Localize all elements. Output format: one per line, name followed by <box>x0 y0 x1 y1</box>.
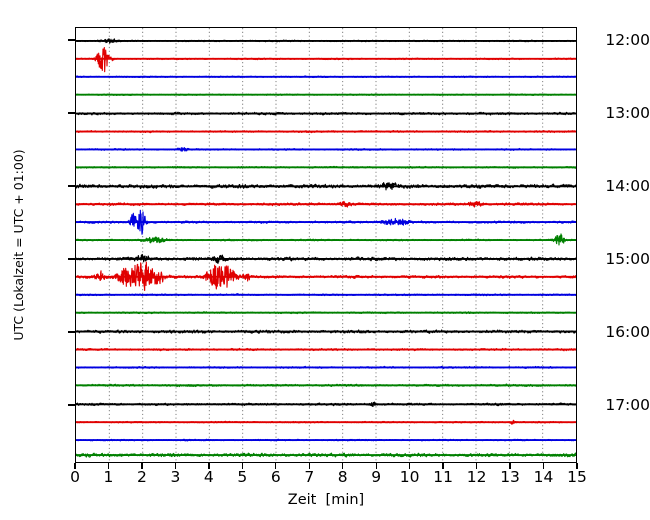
seismic-traces <box>76 38 576 458</box>
plot-area[interactable] <box>75 27 577 463</box>
x-tick-label-8: 8 <box>337 468 348 486</box>
trace-1230 <box>76 75 576 79</box>
x-tick-label-11: 11 <box>433 468 453 486</box>
trace-1630 <box>76 365 576 369</box>
x-tick-label-4: 4 <box>203 468 214 486</box>
trace-1545 <box>76 311 576 315</box>
x-tick-mark-0 <box>74 463 76 469</box>
x-tick-label-2: 2 <box>136 468 147 486</box>
trace-1215 <box>76 46 576 73</box>
x-tick-mark-4 <box>208 463 210 469</box>
y-tick-label-1600: 16:00 <box>605 323 650 341</box>
trace-1400 <box>76 182 576 191</box>
y-tick-label-1300: 13:00 <box>605 104 650 122</box>
x-tick-label-6: 6 <box>270 468 281 486</box>
trace-1345 <box>76 165 576 169</box>
trace-1430 <box>76 209 576 235</box>
trace-1415 <box>76 200 576 208</box>
x-tick-mark-8 <box>342 463 344 469</box>
x-tick-label-3: 3 <box>170 468 181 486</box>
trace-1515 <box>76 261 576 292</box>
trace-1300 <box>76 111 576 116</box>
x-tick-label-9: 9 <box>371 468 382 486</box>
trace-1745 <box>76 452 576 458</box>
x-tick-mark-5 <box>241 463 243 469</box>
x-tick-mark-7 <box>308 463 310 469</box>
x-tick-label-15: 15 <box>567 468 587 486</box>
trace-1615 <box>76 347 576 352</box>
y-tick-mark-1400 <box>68 185 75 187</box>
x-tick-mark-14 <box>542 463 545 469</box>
trace-1600 <box>76 329 576 334</box>
x-tick-label-14: 14 <box>533 468 554 486</box>
x-tick-mark-1 <box>107 463 110 469</box>
x-tick-label-0: 0 <box>70 468 80 486</box>
y-tick-mark-1700 <box>68 404 75 406</box>
trace-1500 <box>76 253 576 264</box>
x-axis-label: Zeit [min] <box>75 492 577 508</box>
y-tick-mark-1300 <box>68 112 75 114</box>
grid-lines <box>108 28 544 462</box>
y-tick-label-1500: 15:00 <box>605 250 650 268</box>
y-tick-label-1400: 14:00 <box>605 177 650 195</box>
trace-1645 <box>76 383 576 388</box>
x-tick-label-13: 13 <box>500 468 520 486</box>
x-tick-label-7: 7 <box>304 468 315 486</box>
x-axis-label-text: Zeit [min] <box>287 492 365 508</box>
x-tick-label-1: 1 <box>103 468 114 486</box>
x-tick-mark-6 <box>275 463 277 469</box>
trace-1730 <box>76 438 576 442</box>
y-tick-label-1200: 12:00 <box>605 31 650 49</box>
x-tick-label-5: 5 <box>237 468 248 486</box>
x-tick-mark-2 <box>141 463 143 469</box>
trace-1530 <box>76 293 576 297</box>
x-tick-mark-9 <box>375 463 377 469</box>
y-axis-label: UTC (Lokalzeit = UTC + 01:00) <box>11 149 26 341</box>
trace-1200 <box>76 38 576 44</box>
x-tick-mark-10 <box>409 463 411 469</box>
trace-1245 <box>76 93 576 97</box>
trace-1315 <box>76 129 576 134</box>
x-tick-label-12: 12 <box>466 468 487 486</box>
x-tick-mark-13 <box>509 463 511 469</box>
x-tick-mark-11 <box>442 463 444 469</box>
trace-1700 <box>76 401 576 408</box>
y-tick-mark-1500 <box>68 258 75 260</box>
trace-1445 <box>76 233 576 246</box>
x-tick-mark-12 <box>475 463 478 469</box>
x-tick-mark-15 <box>576 463 578 469</box>
y-tick-mark-1200 <box>68 39 75 41</box>
y-tick-label-1700: 17:00 <box>605 396 650 414</box>
y-tick-mark-1600 <box>68 331 75 333</box>
trace-1715 <box>76 419 576 425</box>
trace-1330 <box>76 147 576 152</box>
x-tick-mark-3 <box>174 463 177 469</box>
x-tick-label-10: 10 <box>399 468 420 486</box>
